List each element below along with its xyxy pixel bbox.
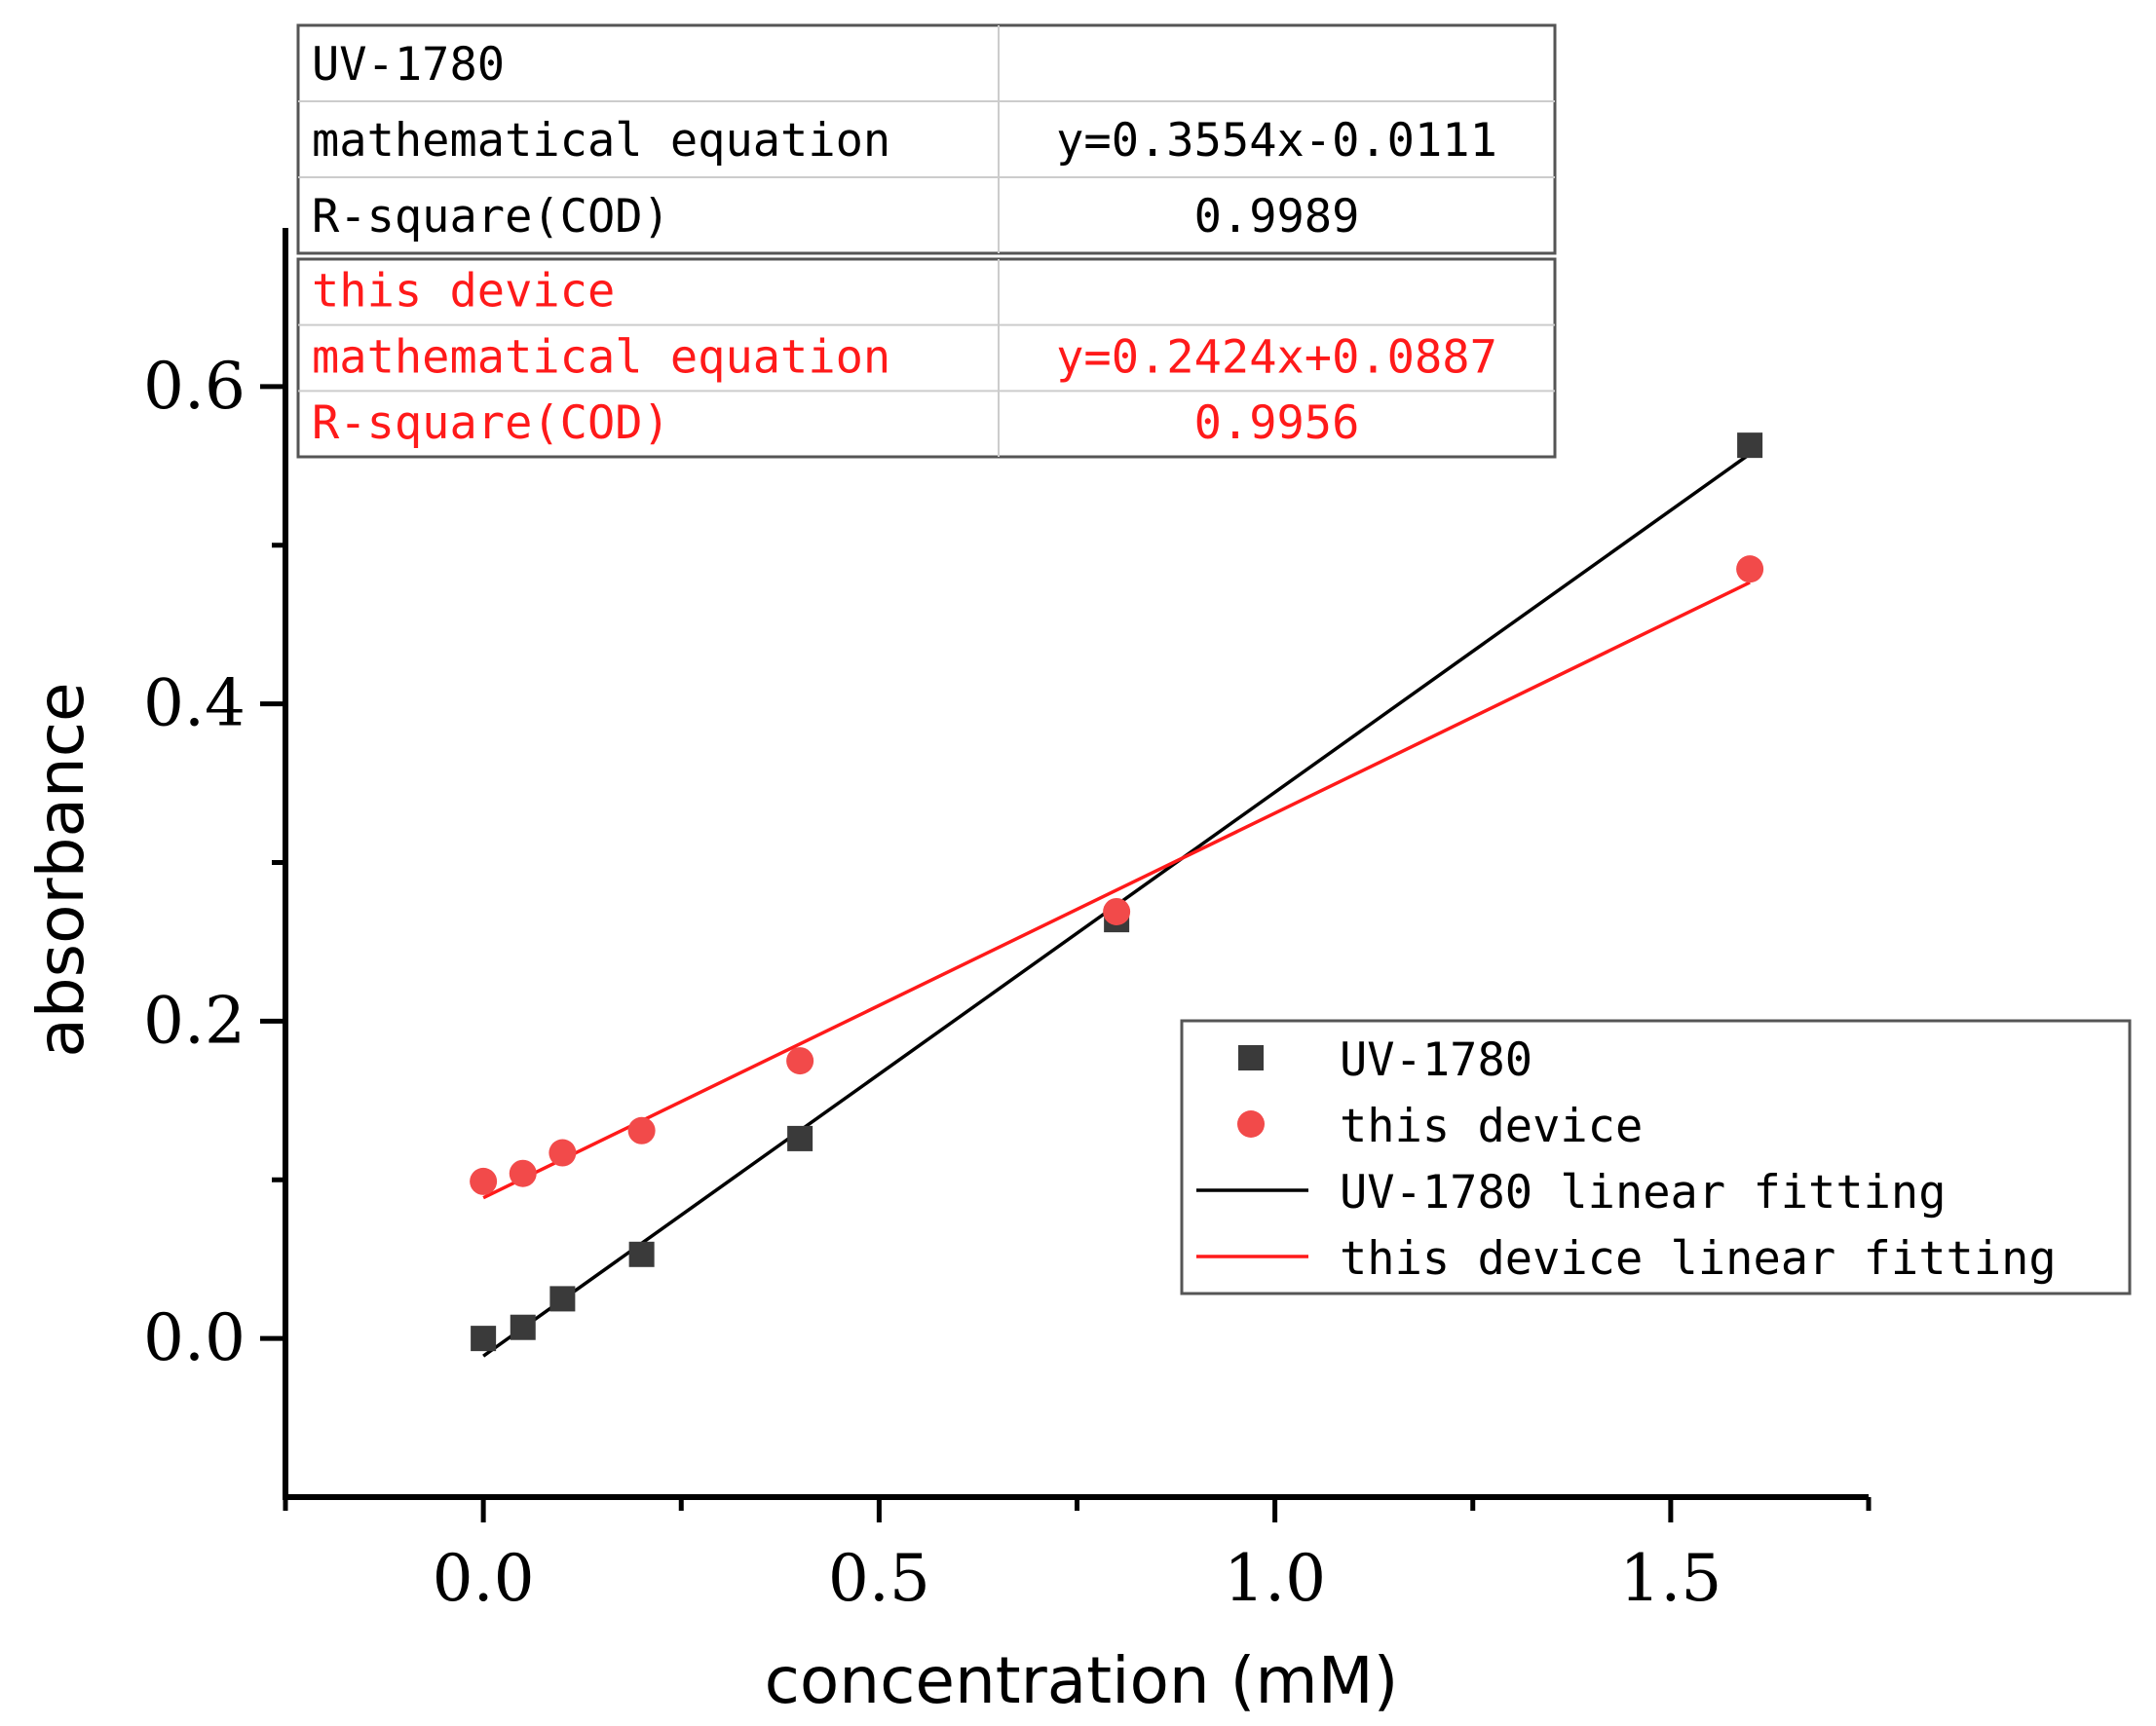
axes (260, 228, 1872, 1522)
y-tick-label: 0.6 (143, 349, 246, 424)
y-tick-label: 0.2 (143, 983, 246, 1058)
data-point-circle (509, 1159, 537, 1187)
x-tick-label: 0.0 (433, 1541, 535, 1616)
data-point-square (628, 1241, 655, 1267)
data-point-square (787, 1125, 813, 1151)
stats-label: R-square(COD) (312, 190, 670, 244)
y-axis-title: absorbance (23, 682, 98, 1057)
legend-label: UV-1780 (1340, 1033, 1532, 1087)
stats-value: 0.9956 (1194, 396, 1360, 450)
legend-symbol-square (1238, 1045, 1264, 1070)
data-point-circle (1103, 897, 1131, 925)
tick-labels: 0.0 0.5 1.0 1.5 0.0 0.2 0.4 0.6 (143, 349, 1721, 1616)
y-tick-label: 0.4 (143, 666, 246, 741)
data-point-circle (548, 1139, 577, 1167)
stats-value: 0.9989 (1194, 190, 1360, 244)
data-point-square (549, 1286, 576, 1312)
data-point-square (510, 1314, 536, 1340)
stats-value: y=0.2424x+0.0887 (1056, 330, 1497, 384)
legend-label: UV-1780 linear fitting (1340, 1166, 1947, 1219)
x-tick-label: 1.0 (1224, 1541, 1326, 1616)
x-axis-title: concentration (mM) (765, 1643, 1399, 1718)
data-point-circle (627, 1116, 656, 1144)
fit-line (482, 581, 1751, 1200)
x-tick-label: 0.5 (828, 1541, 930, 1616)
data-point-circle (470, 1167, 498, 1195)
stats-value: y=0.3554x-0.0111 (1056, 114, 1497, 168)
legend-label: this device (1340, 1100, 1643, 1153)
data-point-square (471, 1326, 497, 1352)
legend-box (1180, 1019, 2132, 1295)
stats-table: this device mathematical equation y=0.2424… (296, 257, 1557, 459)
stats-table: UV-1780 mathematical equation y=0.3554x-0.… (296, 23, 1557, 255)
data-point-circle (1736, 555, 1764, 583)
legend-symbol-circle (1237, 1110, 1265, 1138)
stats-label: R-square(COD) (312, 396, 670, 450)
stats-label: UV-1780 (312, 38, 505, 92)
data-point-square (1737, 432, 1763, 459)
y-tick-label: 0.0 (143, 1300, 246, 1375)
data-points (470, 432, 1764, 1352)
data-point-circle (786, 1047, 814, 1075)
stats-tables: UV-1780 mathematical equation y=0.3554x-0.… (296, 23, 1557, 459)
legend: UV-1780 this device UV-1780 linear fitting… (1180, 1019, 2132, 1295)
stats-table-border (296, 257, 1557, 459)
x-tick-label: 1.5 (1619, 1541, 1721, 1616)
stats-label: this device (312, 265, 615, 319)
legend-label: this device linear fitting (1340, 1232, 2057, 1286)
stats-label: mathematical equation (312, 330, 890, 384)
stats-label: mathematical equation (312, 114, 890, 168)
stats-table-border (296, 23, 1557, 255)
